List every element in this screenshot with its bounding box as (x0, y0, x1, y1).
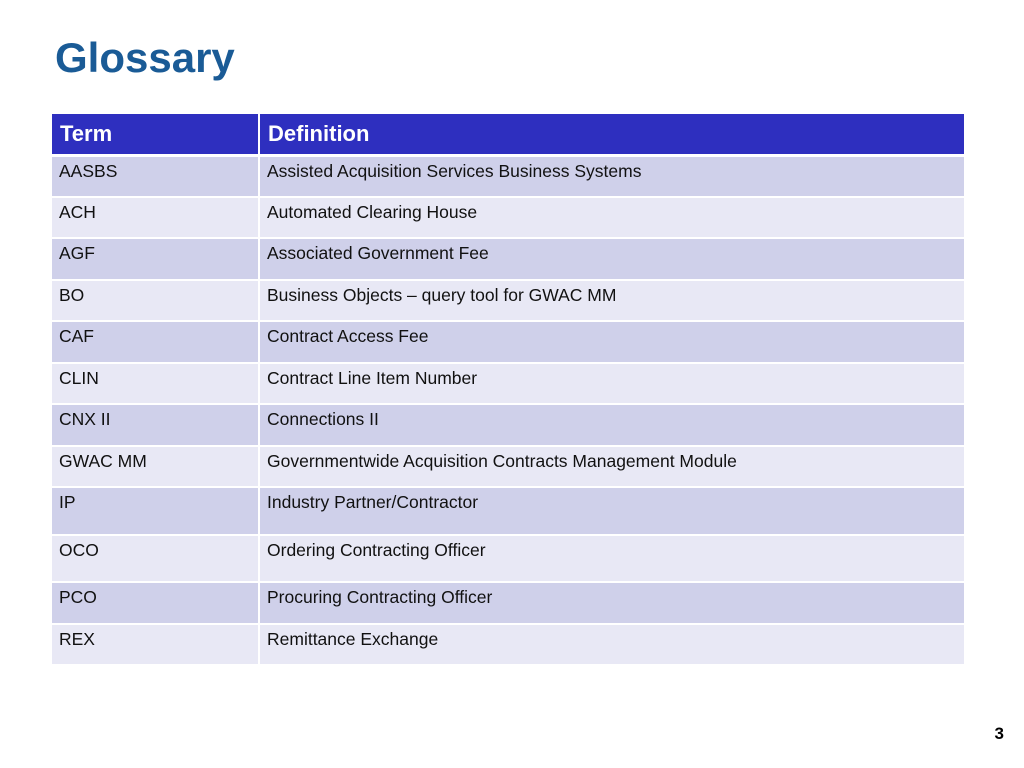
term-cell: CNX II (52, 404, 260, 447)
term-cell: AGF (52, 238, 260, 281)
term-cell: CLIN (52, 362, 260, 405)
table-row: REX Remittance Exchange (52, 623, 964, 666)
term-cell: BO (52, 279, 260, 322)
definition-cell: Procuring Contracting Officer (259, 582, 964, 625)
table-row: ACH Automated Clearing House (52, 196, 964, 239)
column-header-term: Term (52, 114, 260, 157)
definition-cell: Industry Partner/Contractor (259, 487, 964, 536)
term-cell: ACH (52, 196, 260, 239)
table-row: BO Business Objects – query tool for GWA… (52, 279, 964, 322)
table-row: CNX II Connections II (52, 404, 964, 447)
slide-title: Glossary (55, 34, 235, 81)
table-header-row: Term Definition (52, 114, 964, 157)
table-row: AGF Associated Government Fee (52, 238, 964, 281)
term-cell: GWAC MM (52, 445, 260, 488)
table-row: CLIN Contract Line Item Number (52, 362, 964, 405)
term-cell: OCO (52, 534, 260, 583)
table-row: IP Industry Partner/Contractor (52, 487, 964, 536)
definition-cell: Contract Line Item Number (259, 362, 964, 405)
definition-cell: Remittance Exchange (259, 623, 964, 666)
page-number: 3 (994, 724, 1004, 743)
definition-cell: Business Objects – query tool for GWAC M… (259, 279, 964, 322)
definition-cell: Associated Government Fee (259, 238, 964, 281)
definition-cell: Connections II (259, 404, 964, 447)
definition-cell: Assisted Acquisition Services Business S… (259, 155, 964, 198)
table-row: GWAC MM Governmentwide Acquisition Contr… (52, 445, 964, 488)
definition-cell: Automated Clearing House (259, 196, 964, 239)
table-row: PCO Procuring Contracting Officer (52, 582, 964, 625)
table-row: AASBS Assisted Acquisition Services Busi… (52, 155, 964, 198)
term-cell: PCO (52, 582, 260, 625)
term-cell: IP (52, 487, 260, 536)
definition-cell: Contract Access Fee (259, 321, 964, 364)
glossary-table: Term Definition AASBS Assisted Acquisiti… (52, 114, 964, 666)
column-header-definition: Definition (259, 114, 964, 157)
term-cell: AASBS (52, 155, 260, 198)
term-cell: REX (52, 623, 260, 666)
term-cell: CAF (52, 321, 260, 364)
table-row: OCO Ordering Contracting Officer (52, 534, 964, 583)
table-row: CAF Contract Access Fee (52, 321, 964, 364)
definition-cell: Governmentwide Acquisition Contracts Man… (259, 445, 964, 488)
definition-cell: Ordering Contracting Officer (259, 534, 964, 583)
